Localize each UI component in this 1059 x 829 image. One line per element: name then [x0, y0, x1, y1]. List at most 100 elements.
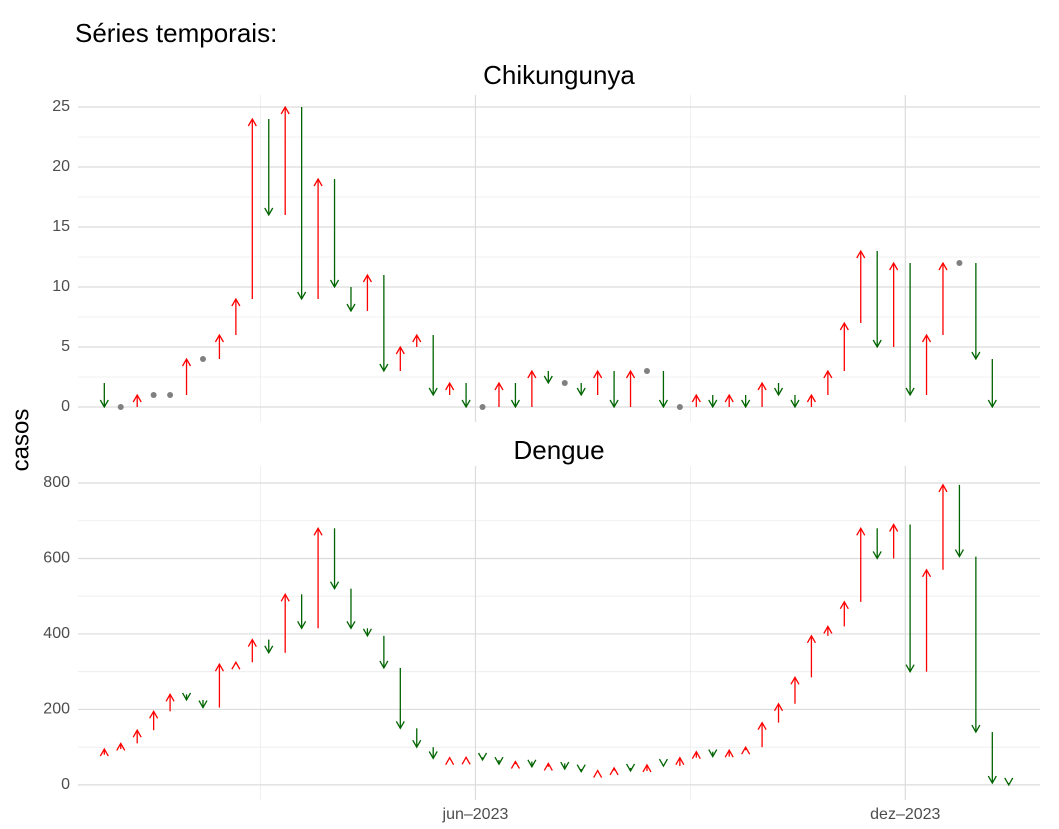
arrow-head [741, 745, 751, 755]
panel-title: Dengue [513, 435, 604, 465]
change-arrow [181, 692, 192, 702]
arrow-head [790, 399, 800, 409]
arrow-head [938, 261, 948, 271]
change-arrow [987, 359, 997, 409]
no-change-dot [117, 404, 124, 410]
y-tick-label: 0 [61, 398, 70, 415]
arrow-head [856, 249, 866, 259]
change-arrow [741, 745, 751, 755]
y-tick-label: 5 [61, 338, 70, 355]
change-arrow [428, 335, 438, 397]
change-arrow [823, 369, 833, 395]
change-arrow [987, 732, 997, 785]
arrow-head [412, 333, 422, 343]
arrow-head [461, 756, 471, 765]
change-arrow [165, 693, 175, 712]
change-arrow [510, 383, 520, 409]
arrow-head [346, 303, 356, 313]
arrow-head [609, 766, 619, 776]
change-arrow [856, 249, 866, 323]
arrow-head [790, 676, 800, 685]
change-arrow [543, 371, 553, 385]
arrow-head [708, 399, 718, 409]
change-arrow [149, 710, 159, 731]
arrow-head [576, 387, 586, 397]
change-arrow [889, 261, 899, 347]
change-arrow [773, 702, 784, 723]
y-tick-label: 200 [43, 701, 70, 718]
arrow-head [872, 551, 882, 560]
arrow-head [379, 660, 389, 670]
change-arrow [395, 667, 405, 730]
panel-title: Chikungunya [483, 60, 635, 90]
arrow-head [231, 660, 241, 670]
change-arrow [247, 117, 257, 299]
arrow-head [149, 710, 159, 719]
change-arrow [395, 345, 405, 371]
y-tick-label: 25 [52, 98, 70, 115]
no-change-dot [479, 404, 486, 410]
change-arrow [905, 263, 915, 397]
change-arrow [527, 759, 537, 769]
change-arrow [280, 105, 290, 215]
no-change-dot [150, 392, 157, 398]
change-arrow [346, 588, 356, 630]
arrow-head [510, 760, 520, 769]
no-change-dot [643, 368, 650, 374]
change-arrow [872, 528, 882, 560]
y-tick-label: 10 [52, 278, 70, 295]
y-tick-label: 15 [52, 218, 70, 235]
change-arrow [839, 600, 849, 627]
change-arrow [362, 273, 372, 311]
change-arrow [806, 393, 816, 407]
arrow-head [346, 620, 356, 630]
arrow-head [658, 399, 668, 409]
no-change-dot [956, 260, 963, 266]
change-arrow [593, 369, 603, 395]
arrow-head [231, 297, 241, 307]
arrow-head [576, 764, 586, 774]
arrow-head [543, 762, 553, 771]
arrow-head [329, 279, 340, 289]
change-arrow [1004, 777, 1014, 787]
y-tick-label: 0 [61, 776, 70, 793]
arrow-head [247, 117, 257, 127]
change-arrow [527, 369, 537, 407]
arrow-head [806, 634, 816, 644]
change-arrow [346, 287, 356, 313]
arrow-head [806, 393, 816, 403]
arrow-head [395, 345, 405, 355]
arrow-head [658, 758, 668, 768]
change-arrow [921, 333, 932, 395]
change-arrow [560, 761, 570, 771]
change-arrow [379, 635, 389, 670]
arrow-head [445, 381, 455, 391]
change-arrow [313, 526, 323, 629]
change-arrow [543, 762, 553, 771]
arrow-head [757, 381, 767, 391]
y-tick-label: 20 [52, 158, 70, 175]
change-arrow [954, 484, 964, 558]
change-arrow [198, 699, 208, 709]
chart-title: Séries temporais: [75, 18, 277, 48]
arrow-head [856, 526, 866, 536]
arrow-head [329, 581, 340, 590]
no-change-dot [561, 380, 568, 386]
arrow-head [773, 702, 784, 712]
change-arrow [461, 756, 471, 765]
change-arrow [593, 769, 603, 778]
change-arrow [839, 321, 849, 371]
arrow-head [297, 291, 307, 301]
arrow-head [198, 700, 208, 709]
change-arrow [494, 381, 504, 407]
no-change-dot [199, 356, 206, 362]
change-arrow [675, 756, 685, 767]
arrow-head [264, 207, 274, 217]
arrow-head [741, 399, 751, 409]
arrow-head [889, 261, 899, 271]
arrow-head [954, 549, 964, 558]
arrow-head [708, 749, 718, 758]
arrow-head [691, 750, 701, 760]
change-arrow [412, 728, 422, 749]
arrow-head [543, 375, 553, 385]
